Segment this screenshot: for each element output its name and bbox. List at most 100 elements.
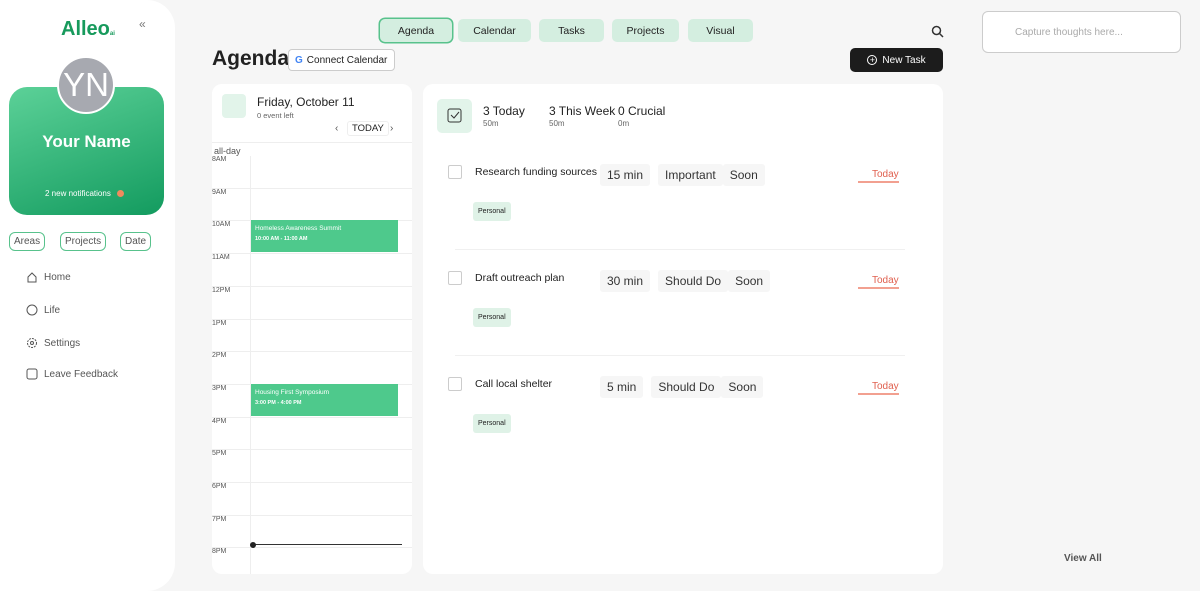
filter-label: Date (125, 236, 147, 247)
filter-label: Projects (65, 236, 102, 247)
events-left: 0 event left (257, 111, 294, 120)
prev-day[interactable]: ‹ (335, 123, 339, 134)
logo: Alleoai (61, 18, 115, 41)
filter-areas[interactable]: Areas (9, 232, 46, 251)
tab-calendar[interactable]: Calendar (458, 19, 531, 42)
avatar[interactable]: YN (57, 56, 115, 114)
task-due[interactable]: Today (858, 275, 899, 289)
nav-home[interactable]: Home (26, 271, 71, 283)
task-chips: 30 min Should Do Soon (600, 270, 771, 292)
view-all[interactable]: View All (1064, 553, 1102, 564)
hour-label: 4PM (212, 417, 227, 425)
hour-row: 11AM (212, 253, 412, 286)
tasks-card (423, 84, 943, 574)
summary-label[interactable]: 0 Crucial (618, 104, 666, 118)
due-label: Today (872, 169, 899, 180)
summary-sub: 50m (549, 119, 565, 128)
summary-sub: 0m (618, 119, 630, 128)
hour-label: 9AM (212, 188, 227, 196)
new-task-button[interactable]: + New Task (850, 48, 943, 72)
summary-label[interactable]: 3 Today (483, 104, 525, 118)
hour-label: 11AM (212, 254, 230, 262)
event-time: 3:00 PM - 4:00 PM (255, 399, 302, 406)
hour-row: 6PM (212, 482, 412, 515)
current-time-dot (250, 542, 256, 548)
task-when[interactable]: Soon (722, 164, 765, 186)
task-tag[interactable]: Personal (473, 202, 511, 221)
calendar-card (212, 84, 412, 574)
hour-row: 1PM (212, 318, 412, 352)
task-priority[interactable]: Should Do (651, 376, 722, 398)
user-name: Your Name (42, 132, 131, 151)
task-priority-when: Important Soon (658, 164, 765, 186)
tasks-icon (437, 99, 472, 133)
nav-settings[interactable]: Settings (26, 337, 80, 349)
task-checkbox[interactable] (448, 271, 462, 285)
collapse-button[interactable]: « (139, 17, 146, 31)
next-day[interactable]: › (390, 123, 394, 134)
hour-row: 8PM (212, 547, 412, 580)
hour-label: 1PM (212, 319, 227, 327)
summary-sub: 50m (483, 119, 499, 128)
task-chips: 5 min Should Do Soon (600, 376, 764, 398)
tab-label: Calendar (473, 24, 516, 37)
search-button[interactable] (931, 25, 944, 38)
task-priority[interactable]: Should Do (658, 270, 729, 292)
filter-date[interactable]: Date (120, 232, 152, 251)
icon (26, 368, 38, 380)
calendar-date: Friday, October 11 (257, 95, 355, 109)
today-button[interactable]: TODAY (347, 121, 389, 136)
hour-row: 5PM (212, 449, 412, 482)
icon (26, 304, 38, 316)
nav-label: Settings (44, 337, 81, 349)
summary-label[interactable]: 3 This Week (549, 104, 616, 118)
hour-label: 3PM (212, 384, 227, 392)
nav-label: Life (44, 304, 61, 316)
connect-calendar[interactable]: G Connect Calendar (288, 49, 395, 71)
task-priority-when: Should Do Soon (651, 376, 764, 398)
tab-label: Projects (626, 24, 665, 37)
task-tag[interactable]: Personal (473, 414, 511, 433)
hour-label: 7PM (212, 515, 227, 523)
task-checkbox[interactable] (448, 377, 462, 391)
hour-label: 5PM (212, 450, 227, 458)
nav-feedback[interactable]: Leave Feedback (26, 368, 118, 380)
task-checkbox[interactable] (448, 165, 462, 179)
new-task-label: New Task (882, 54, 926, 66)
nav-life[interactable]: Life (26, 304, 60, 316)
notifications[interactable]: 2 new notifications (45, 189, 124, 198)
nav-label: Home (44, 271, 71, 283)
task-duration[interactable]: 30 min (600, 270, 651, 292)
task-priority-when: Should Do Soon (658, 270, 771, 292)
task-priority[interactable]: Important (658, 164, 723, 186)
tab-label: Tasks (558, 24, 585, 37)
tab-tasks[interactable]: Tasks (539, 19, 604, 42)
task-when[interactable]: Soon (721, 376, 764, 398)
task-when[interactable]: Soon (728, 270, 771, 292)
event-time: 10:00 AM - 11:00 AM (255, 236, 308, 243)
nav-label: Leave Feedback (44, 368, 118, 380)
filter-projects[interactable]: Projects (60, 232, 107, 251)
task-title[interactable]: Draft outreach plan (475, 272, 565, 284)
task-title[interactable]: Call local shelter (475, 378, 553, 390)
task-due[interactable]: Today (858, 169, 899, 183)
logo-text: Alleo (61, 18, 110, 40)
page-title: Agenda (212, 47, 290, 70)
event-title: Homeless Awareness Summit (255, 225, 342, 233)
task-duration[interactable]: 5 min (600, 376, 644, 398)
tab-visual[interactable]: Visual (688, 19, 753, 42)
divider (212, 142, 412, 143)
task-title[interactable]: Research funding sources (475, 166, 597, 178)
due-label: Today (872, 381, 899, 392)
hour-row: 12PM (212, 285, 412, 319)
task-tag[interactable]: Personal (473, 308, 511, 327)
tab-agenda[interactable]: Agenda (380, 19, 452, 42)
tab-projects[interactable]: Projects (612, 19, 679, 42)
calendar-event[interactable]: Housing First Symposium 3:00 PM - 4:00 PM (251, 383, 398, 416)
time-column-divider (250, 142, 251, 574)
calendar-event[interactable]: Homeless Awareness Summit 10:00 AM - 11:0… (251, 220, 398, 253)
notes-input[interactable]: Capture thoughts here... (982, 11, 1181, 53)
task-due[interactable]: Today (858, 381, 899, 395)
notification-dot (116, 190, 124, 197)
task-duration[interactable]: 15 min (600, 164, 651, 186)
